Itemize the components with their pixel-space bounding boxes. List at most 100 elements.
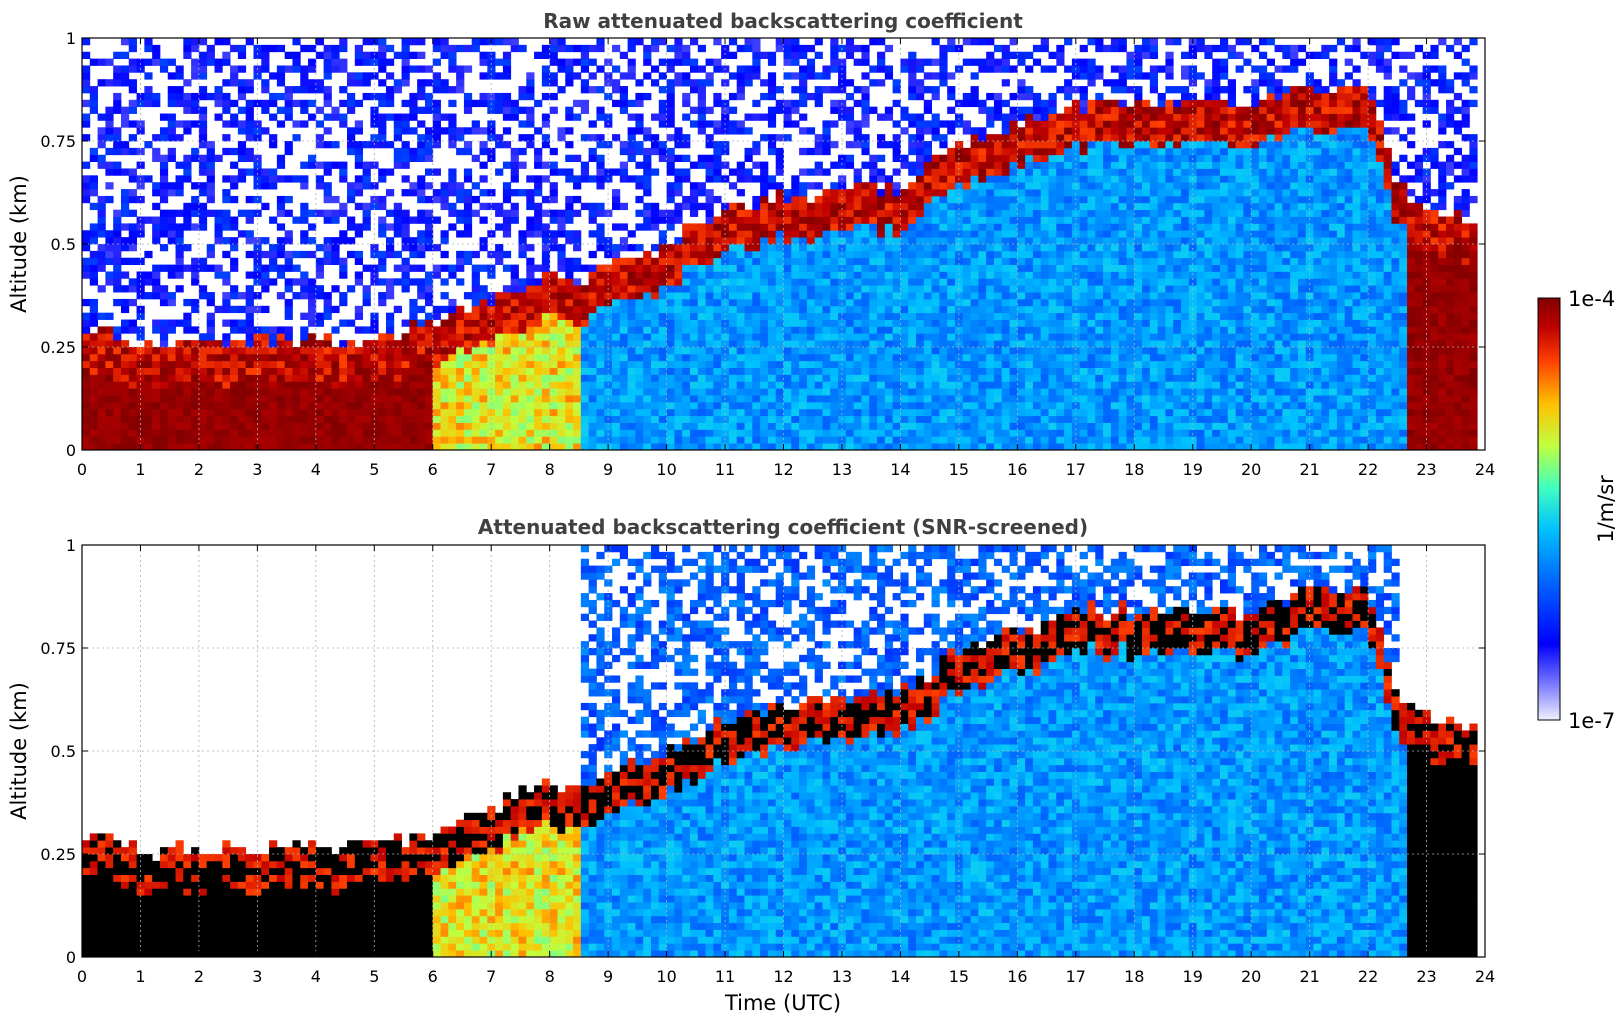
heatmap-cell (393, 86, 402, 94)
heatmap-cell (861, 189, 870, 197)
heatmap-cell (167, 230, 176, 238)
heatmap-cell (541, 161, 551, 169)
heatmap-cell (191, 353, 200, 362)
heatmap-cell (705, 168, 714, 176)
heatmap-cell (962, 230, 971, 238)
heatmap-cell (877, 298, 886, 307)
heatmap-cell (713, 422, 722, 430)
heatmap-cell (744, 333, 753, 341)
heatmap-cell (697, 230, 706, 238)
heatmap-cell (643, 264, 652, 272)
heatmap-cell (962, 154, 971, 162)
heatmap-cell (573, 305, 582, 314)
heatmap-cell (370, 161, 379, 169)
heatmap-cell (791, 175, 800, 183)
heatmap-cell (237, 106, 247, 114)
heatmap-cell (752, 436, 761, 444)
heatmap-cell (978, 257, 987, 265)
heatmap-cell (323, 347, 332, 355)
heatmap-cell (549, 189, 558, 197)
heatmap-cell (861, 312, 870, 320)
heatmap-cell (230, 161, 239, 169)
heatmap-cell (892, 333, 901, 341)
heatmap-cell (401, 401, 410, 410)
heatmap-cell (448, 367, 457, 375)
heatmap-cell (721, 147, 730, 156)
heatmap-cell (869, 429, 878, 437)
heatmap-cell (385, 99, 395, 108)
heatmap-cell (370, 244, 379, 252)
heatmap-cell (931, 58, 940, 66)
heatmap-cell (643, 374, 652, 382)
heatmap-cell (308, 113, 317, 121)
heatmap-cell (923, 347, 932, 355)
heatmap-cell (713, 147, 722, 156)
heatmap-cell (775, 353, 784, 362)
heatmap-cell (799, 388, 808, 396)
heatmap-cell (308, 367, 317, 375)
heatmap-cell (705, 319, 714, 327)
heatmap-cell (923, 250, 932, 259)
heatmap-cell (612, 195, 621, 204)
heatmap-cell (144, 99, 153, 108)
heatmap-cell (534, 223, 543, 231)
heatmap-cell (814, 147, 823, 156)
heatmap-cell (752, 340, 761, 348)
heatmap-cell (82, 353, 91, 362)
heatmap-cell (853, 347, 862, 355)
heatmap-cell (385, 250, 395, 259)
heatmap-cell (167, 388, 176, 396)
heatmap-cell (791, 86, 800, 94)
heatmap-cell (385, 278, 395, 286)
heatmap-cell (674, 429, 683, 437)
heatmap-cell (339, 58, 348, 66)
heatmap-cell (861, 443, 870, 450)
heatmap-cell (682, 113, 691, 121)
heatmap-cell (643, 319, 652, 327)
heatmap-cell (689, 86, 699, 94)
heatmap-cell (947, 340, 956, 348)
heatmap-cell (752, 360, 761, 368)
heatmap-cell (713, 374, 722, 382)
heatmap-cell (791, 401, 800, 410)
heatmap-cell (432, 443, 441, 450)
heatmap-cell (978, 237, 987, 245)
heatmap-cell (650, 415, 660, 423)
heatmap-cell (331, 285, 340, 293)
heatmap-cell (198, 340, 208, 348)
heatmap-cell (152, 429, 161, 437)
heatmap-cell (822, 422, 831, 430)
heatmap-cell (113, 429, 122, 437)
heatmap-cell (144, 395, 153, 403)
heatmap-cell (627, 408, 636, 417)
heatmap-cell (650, 333, 660, 341)
heatmap-cell (962, 401, 971, 410)
heatmap-cell (970, 360, 979, 368)
heatmap-cell (760, 374, 769, 382)
heatmap-cell (300, 271, 309, 279)
heatmap-cell (588, 395, 597, 403)
heatmap-cell (939, 340, 948, 348)
heatmap-cell (409, 312, 418, 320)
heatmap-cell (191, 401, 200, 410)
heatmap-cell (471, 388, 480, 396)
heatmap-cell (650, 113, 660, 121)
heatmap-cell (799, 415, 808, 423)
heatmap-cell (105, 237, 114, 245)
heatmap-cell (884, 106, 894, 114)
heatmap-cell (682, 326, 691, 334)
heatmap-cell (432, 422, 441, 430)
heatmap-cell (845, 141, 855, 149)
heatmap-cell (588, 374, 597, 382)
heatmap-cell (152, 367, 161, 375)
heatmap-cell (97, 422, 106, 430)
heatmap-cell (323, 388, 332, 396)
heatmap-cell (308, 395, 317, 403)
heatmap-cell (409, 38, 418, 46)
heatmap-cell (845, 250, 855, 259)
heatmap-cell (643, 216, 652, 224)
heatmap-cell (432, 141, 441, 149)
heatmap-cell (245, 127, 254, 135)
heatmap-cell (89, 189, 98, 197)
